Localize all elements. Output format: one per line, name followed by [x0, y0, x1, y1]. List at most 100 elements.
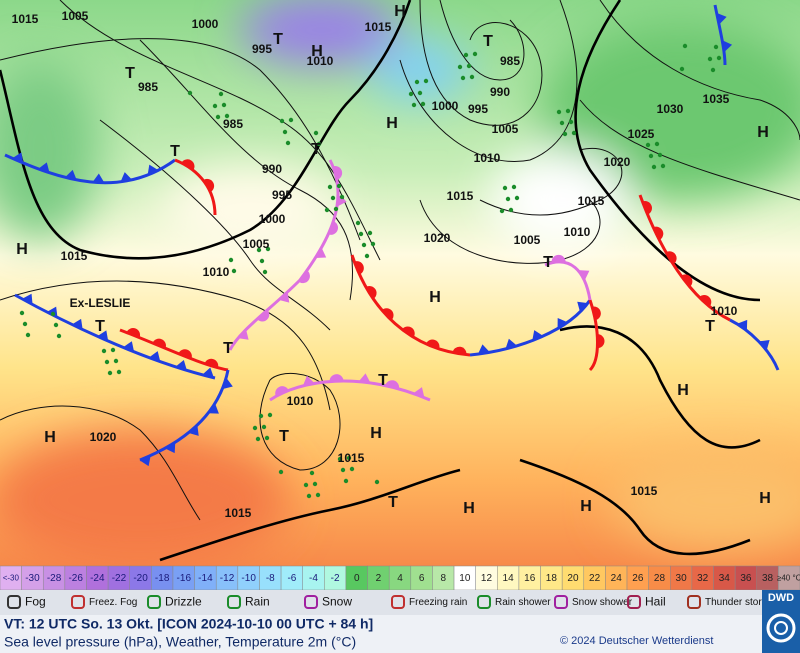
- front-symbol: [413, 387, 425, 398]
- front-warm: [174, 158, 217, 216]
- isobar-label: 1015: [365, 20, 392, 34]
- scale-label: 10: [459, 573, 471, 584]
- rain-dot: [267, 412, 273, 418]
- rain-dot: [264, 435, 270, 441]
- rain-dot: [101, 348, 107, 354]
- logo-swirl-inner: [774, 621, 788, 635]
- front-symbol: [175, 359, 187, 371]
- front-symbol: [302, 375, 315, 386]
- rain-dot: [511, 184, 517, 190]
- valid-time: VT: 12 UTC So. 13 Okt. [ICON 2024-10-10 …: [4, 615, 373, 631]
- isobar-label: 1010: [711, 304, 738, 318]
- isobar-label: 1035: [703, 92, 730, 106]
- rain-dot: [645, 142, 651, 148]
- front-cold: [139, 369, 230, 462]
- isobar-label: 1010: [564, 225, 591, 239]
- rain-dot: [423, 78, 429, 84]
- scale-label: 4: [397, 573, 403, 584]
- front-symbol: [38, 162, 50, 173]
- front-symbol: [758, 340, 770, 351]
- front-symbol: [505, 338, 518, 350]
- copyright: © 2024 Deutscher Wetterdienst: [560, 635, 713, 647]
- pressure-center: T: [95, 318, 105, 335]
- scale-label: 28: [654, 573, 666, 584]
- logo-text: DWD: [768, 592, 794, 604]
- front-symbol: [21, 293, 33, 305]
- front-symbol: [122, 341, 135, 352]
- pressure-center: H: [580, 498, 592, 515]
- front-symbol: [148, 351, 161, 362]
- weather-icon: [304, 595, 318, 609]
- rain-dot: [221, 102, 227, 108]
- rain-dot: [104, 359, 110, 365]
- front-symbol: [699, 295, 712, 307]
- isobar-label: 1005: [514, 233, 541, 247]
- front-symbol: [532, 330, 544, 341]
- isobar-label: 1020: [604, 155, 631, 169]
- front-symbol: [164, 442, 176, 454]
- scale-label: 36: [740, 573, 752, 584]
- front-symbol: [722, 40, 733, 53]
- front-symbol: [337, 194, 347, 207]
- rain-dot: [679, 66, 685, 72]
- front-symbol: [278, 291, 290, 303]
- pressure-center: H: [429, 289, 441, 306]
- rain-dot: [559, 120, 565, 126]
- weather-label: Snow: [322, 595, 352, 609]
- scale-label: 26: [632, 573, 644, 584]
- pressure-center: T: [483, 33, 493, 50]
- front-symbol: [92, 173, 105, 183]
- weather-icon: [477, 595, 491, 609]
- pressure-center: T: [388, 494, 398, 511]
- front-symbol: [425, 339, 440, 349]
- isobar-label: 1015: [338, 451, 365, 465]
- scale-label: -30: [25, 573, 40, 584]
- scale-label: -20: [133, 573, 148, 584]
- front-symbol: [208, 403, 219, 414]
- rain-dot: [502, 185, 508, 191]
- rain-dot: [262, 269, 268, 275]
- rain-dot: [654, 141, 660, 147]
- weather-icon: [147, 595, 161, 609]
- rain-dot: [25, 332, 31, 338]
- front-symbol: [592, 306, 601, 321]
- isobar-label: 1005: [243, 237, 270, 251]
- rain-dot: [648, 153, 654, 159]
- pressure-center: H: [16, 241, 28, 258]
- rain-dot: [358, 231, 364, 237]
- weather-icon: [227, 595, 241, 609]
- weather-legend: Fog Freez. Fog Drizzle Rain Snow Freezing rai…: [7, 595, 770, 609]
- weather-icon: [627, 595, 641, 609]
- front-symbol: [71, 318, 83, 330]
- front-symbol: [204, 358, 219, 368]
- rain-dot: [285, 140, 291, 146]
- scale-label: 8: [440, 573, 446, 584]
- isobar-label: 1000: [192, 17, 219, 31]
- rain-dot: [218, 91, 224, 97]
- front-cold: [729, 318, 780, 371]
- rain-dot: [336, 183, 342, 189]
- front-occl: [269, 379, 431, 402]
- rain-dot: [228, 257, 234, 263]
- caption: Sea level pressure (hPa), Weather, Tempe…: [4, 633, 356, 649]
- rain-dot: [187, 90, 193, 96]
- scale-label: 14: [503, 573, 515, 584]
- rain-dot: [278, 469, 284, 475]
- isobar-label: 1010: [287, 394, 314, 408]
- front-symbol: [181, 159, 195, 171]
- isobar-label: 1015: [225, 506, 252, 520]
- rain-dot: [505, 196, 511, 202]
- isobar-label: 990: [490, 85, 510, 99]
- rain-dot: [252, 425, 258, 431]
- rain-dot: [261, 424, 267, 430]
- rain-dot: [408, 91, 414, 97]
- front-symbol: [203, 178, 215, 192]
- isobar-label: Ex-LESLIE: [70, 296, 131, 310]
- front-symbol: [354, 261, 364, 275]
- scale-label: 2: [376, 573, 382, 584]
- scale-label: -10: [241, 573, 256, 584]
- rain-dot: [288, 117, 294, 123]
- isobar-label: 1020: [424, 231, 451, 245]
- rain-dot: [466, 63, 472, 69]
